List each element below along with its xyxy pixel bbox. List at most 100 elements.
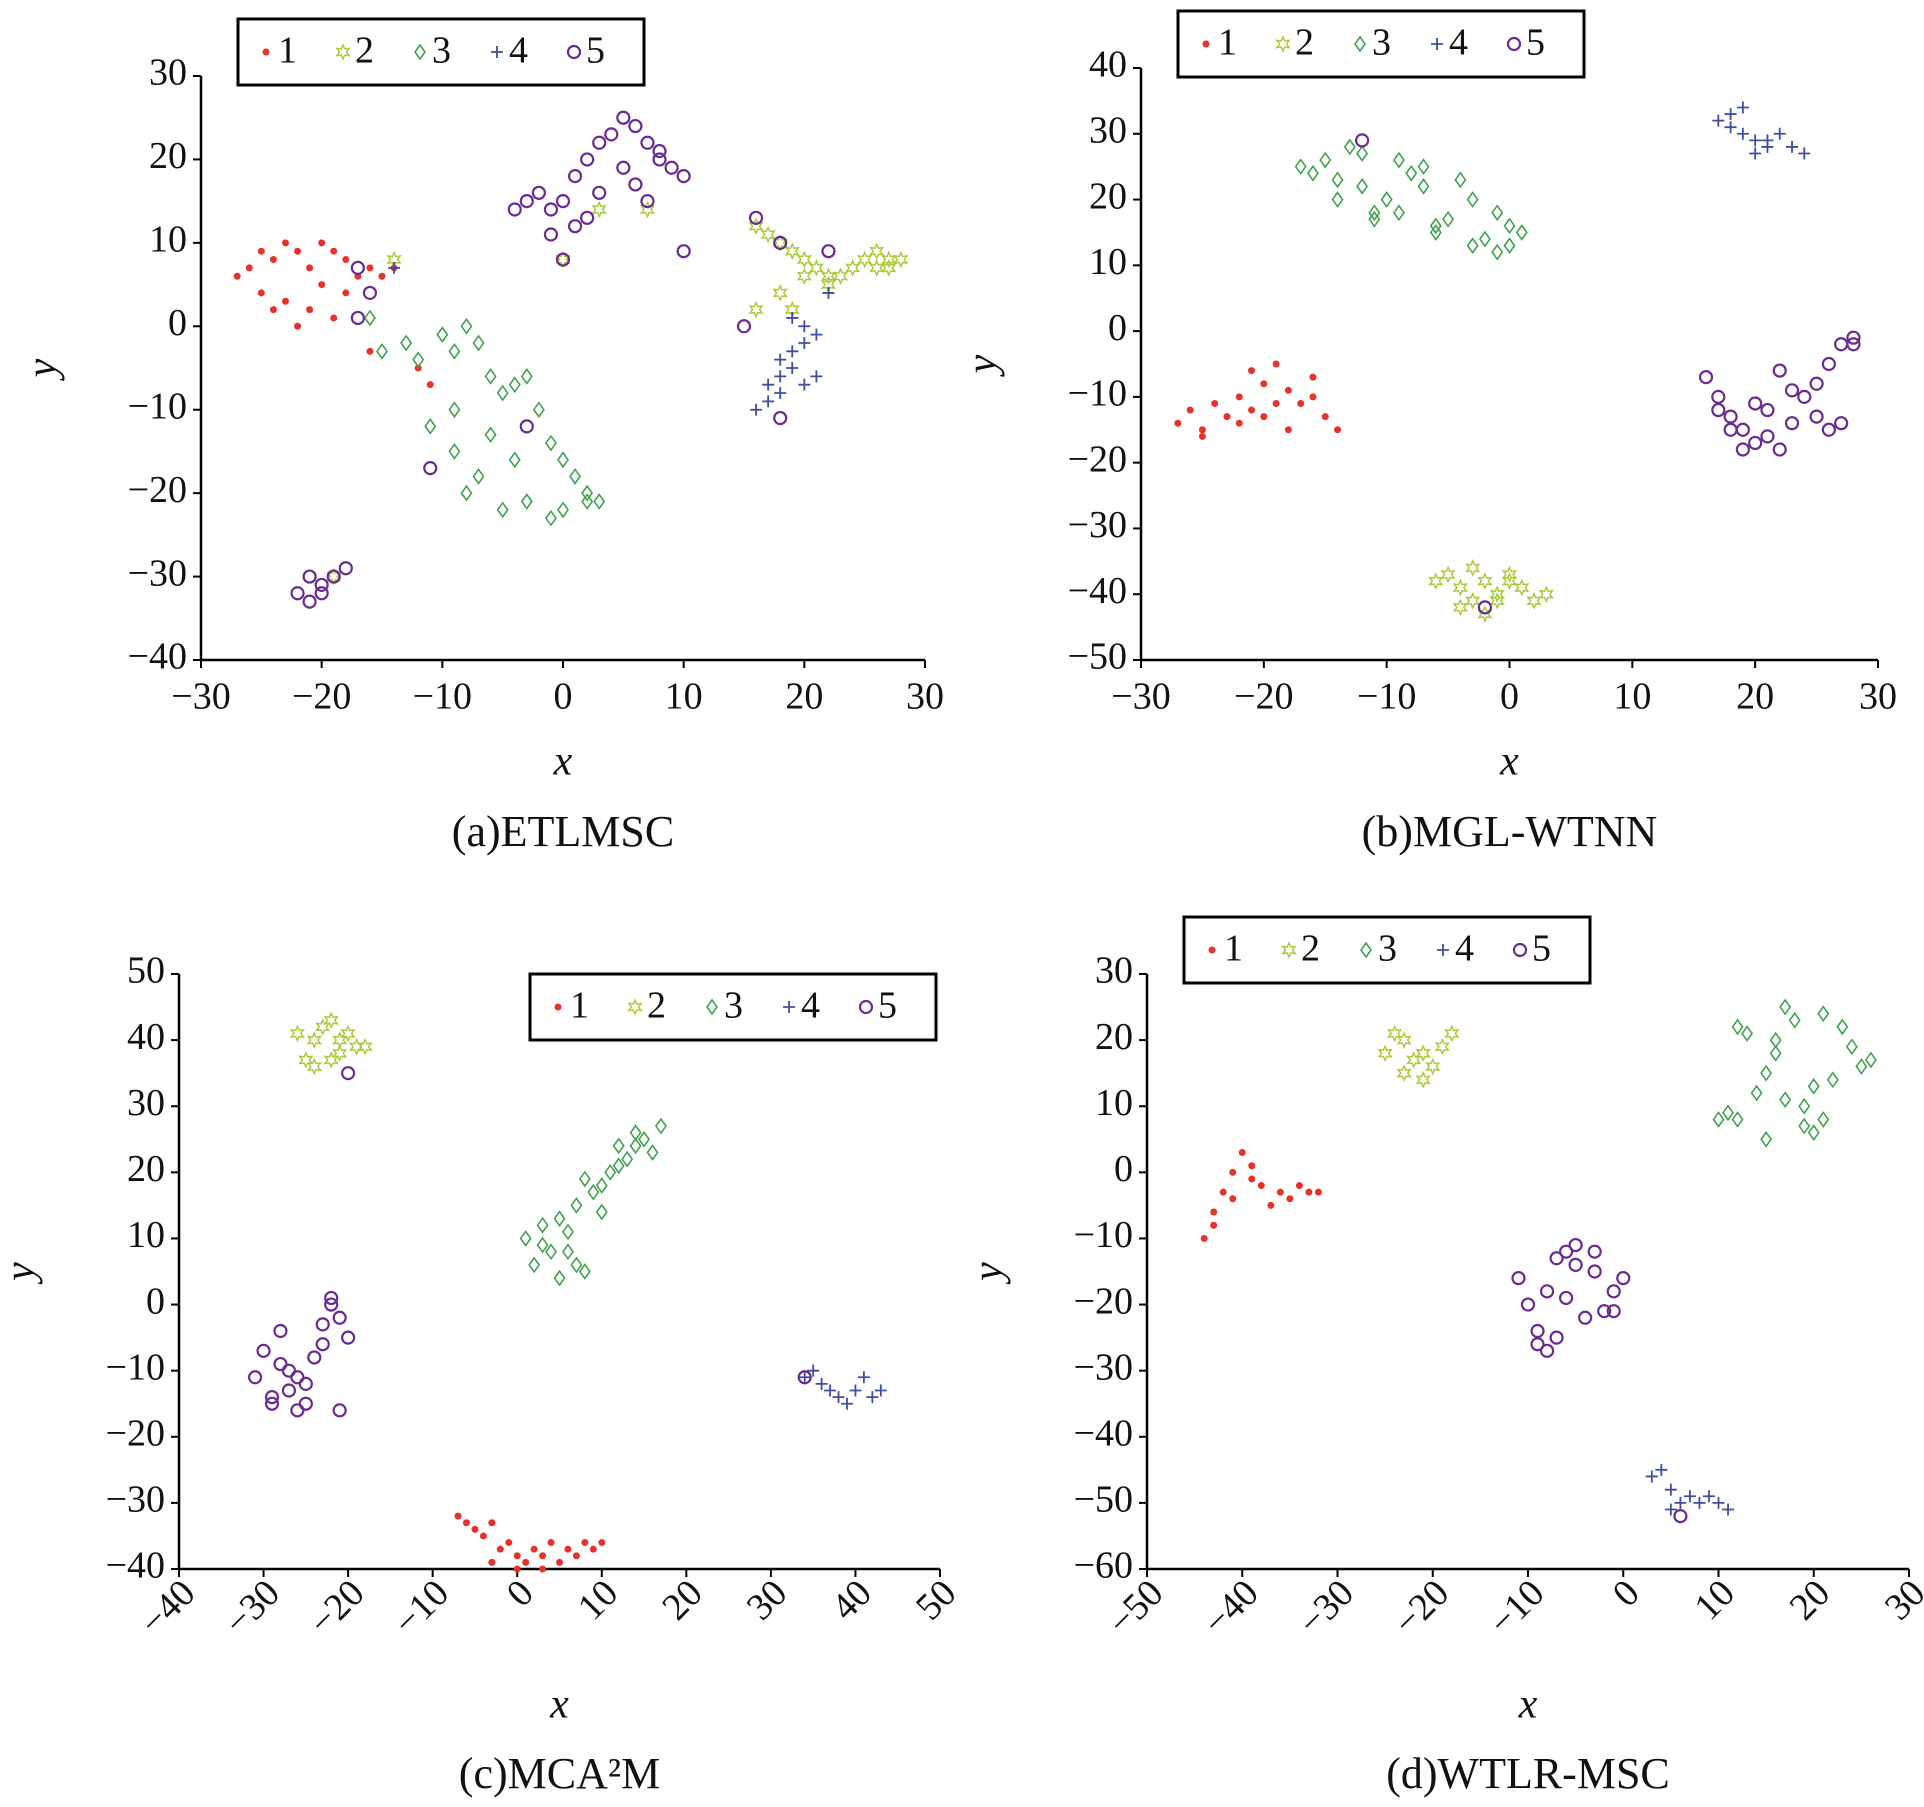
point [544, 509, 557, 527]
x-tick-label: −20 [1386, 1572, 1458, 1644]
point [1846, 337, 1861, 352]
legend: 1 2 3 4 5 [1176, 9, 1586, 79]
point [1568, 1237, 1583, 1253]
point [640, 194, 655, 209]
point [1356, 178, 1369, 195]
point [460, 317, 473, 335]
x-tick-label: 20 [1782, 1572, 1839, 1629]
point [1549, 1251, 1564, 1266]
point [561, 1243, 574, 1261]
point [1309, 393, 1317, 401]
point [1722, 1503, 1735, 1516]
point [1392, 204, 1405, 222]
point [544, 434, 557, 452]
point [508, 376, 521, 394]
point [306, 306, 314, 314]
point [426, 381, 434, 389]
point [570, 1197, 583, 1214]
legend-marker [1202, 40, 1210, 48]
y-tick-label: −50 [1074, 1479, 1133, 1521]
y-tick-label: −30 [106, 1479, 165, 1521]
x-axis-label: x [1499, 739, 1519, 785]
point [307, 1350, 322, 1365]
point [1211, 399, 1219, 407]
point [1673, 1509, 1688, 1524]
point [1826, 1071, 1839, 1089]
point [1415, 1070, 1431, 1089]
y-tick-label: 30 [1089, 109, 1127, 151]
point [1235, 419, 1243, 427]
point [302, 569, 317, 584]
legend-label: 3 [1378, 928, 1397, 970]
point [1272, 360, 1280, 368]
point [448, 443, 461, 460]
point [330, 247, 338, 255]
point [1655, 1463, 1668, 1476]
point [1440, 565, 1456, 584]
point [1864, 1051, 1877, 1069]
x-tick-label: 10 [665, 676, 703, 718]
point [798, 1371, 811, 1384]
point [1229, 1168, 1237, 1176]
point [539, 1552, 547, 1560]
x-tick-label: −30 [1111, 676, 1170, 718]
point [357, 1037, 373, 1056]
legend-label: 3 [724, 985, 743, 1027]
point [1405, 164, 1418, 182]
point [318, 281, 326, 289]
y-tick-label: 30 [149, 52, 187, 94]
point [1174, 419, 1182, 427]
point [294, 247, 302, 255]
point [595, 1203, 608, 1221]
point [654, 1117, 667, 1135]
y-tick-label: −40 [106, 1545, 165, 1587]
point [513, 1552, 521, 1560]
point [257, 247, 265, 255]
point [1238, 1149, 1246, 1156]
y-tick-label: −40 [1074, 1412, 1133, 1454]
point [1724, 121, 1737, 134]
legend-label: 1 [1218, 22, 1237, 64]
point [796, 267, 813, 286]
point [822, 286, 835, 299]
point [324, 1297, 339, 1312]
point [773, 410, 788, 426]
point [306, 1057, 323, 1076]
legend-marker [491, 46, 503, 58]
y-tick-label: 10 [1095, 1082, 1133, 1124]
point [748, 217, 764, 236]
point [581, 1539, 589, 1547]
point [531, 185, 546, 200]
point [772, 284, 788, 302]
y-tick-label: −40 [1068, 570, 1127, 612]
point [1501, 565, 1518, 584]
legend-marker [858, 999, 874, 1015]
point [664, 160, 679, 175]
point [866, 1391, 879, 1404]
point [376, 342, 388, 360]
point [528, 1256, 541, 1274]
point [472, 468, 485, 485]
point [640, 135, 655, 150]
x-tick-label: 0 [1500, 676, 1519, 718]
y-tick-label: −40 [128, 636, 187, 678]
point [1198, 426, 1206, 434]
point [1466, 237, 1479, 254]
point [1558, 1290, 1574, 1306]
point [1807, 1078, 1820, 1095]
point [471, 1525, 479, 1533]
y-tick-label: 20 [1089, 175, 1127, 217]
point [1425, 1057, 1441, 1076]
point [1722, 1104, 1735, 1122]
point [1736, 101, 1749, 114]
point [496, 1545, 504, 1553]
point [555, 252, 571, 267]
y-tick-label: −30 [128, 552, 187, 594]
point [762, 395, 775, 408]
point [1267, 1201, 1275, 1209]
point [366, 264, 374, 272]
point [1478, 230, 1491, 248]
legend-marker [1512, 942, 1528, 958]
point [1779, 998, 1792, 1016]
